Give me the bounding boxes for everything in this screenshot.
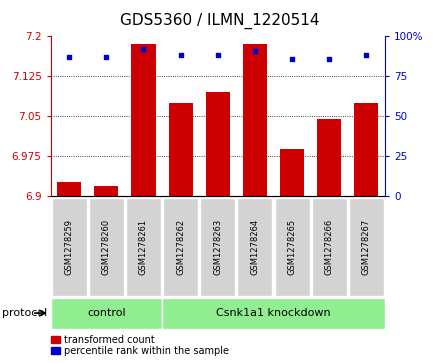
- Point: [251, 48, 258, 54]
- Bar: [206, 92, 230, 196]
- Bar: [132, 44, 156, 196]
- Point: [140, 46, 147, 52]
- Bar: [57, 182, 81, 196]
- Bar: [162, 298, 385, 329]
- Text: GDS5360 / ILMN_1220514: GDS5360 / ILMN_1220514: [120, 13, 320, 29]
- Bar: [243, 44, 267, 196]
- Bar: [51, 298, 162, 329]
- Point: [177, 53, 184, 58]
- Bar: [312, 198, 347, 296]
- Text: GSM1278262: GSM1278262: [176, 219, 185, 275]
- Text: GSM1278266: GSM1278266: [325, 219, 334, 275]
- Text: GSM1278263: GSM1278263: [213, 219, 222, 275]
- Text: protocol: protocol: [2, 308, 48, 318]
- Bar: [275, 198, 310, 296]
- Bar: [126, 198, 161, 296]
- Text: control: control: [87, 308, 126, 318]
- Text: Csnk1a1 knockdown: Csnk1a1 knockdown: [216, 308, 331, 318]
- Bar: [94, 187, 118, 196]
- Point: [214, 53, 221, 58]
- Bar: [317, 119, 341, 196]
- Bar: [163, 198, 198, 296]
- Text: transformed count: transformed count: [64, 335, 154, 345]
- Point: [363, 53, 370, 58]
- Bar: [52, 198, 87, 296]
- Point: [66, 54, 73, 60]
- Point: [103, 54, 110, 60]
- Point: [289, 56, 296, 62]
- Bar: [349, 198, 384, 296]
- Text: GSM1278265: GSM1278265: [288, 219, 297, 275]
- Bar: [238, 198, 272, 296]
- Bar: [89, 198, 124, 296]
- Bar: [200, 198, 235, 296]
- Text: GSM1278267: GSM1278267: [362, 219, 371, 275]
- Text: GSM1278260: GSM1278260: [102, 219, 111, 275]
- Point: [326, 56, 333, 62]
- Bar: [169, 103, 193, 196]
- Text: GSM1278259: GSM1278259: [65, 219, 73, 275]
- Text: GSM1278264: GSM1278264: [250, 219, 260, 275]
- Text: percentile rank within the sample: percentile rank within the sample: [64, 346, 229, 356]
- Bar: [354, 103, 378, 196]
- Bar: [280, 149, 304, 196]
- Text: GSM1278261: GSM1278261: [139, 219, 148, 275]
